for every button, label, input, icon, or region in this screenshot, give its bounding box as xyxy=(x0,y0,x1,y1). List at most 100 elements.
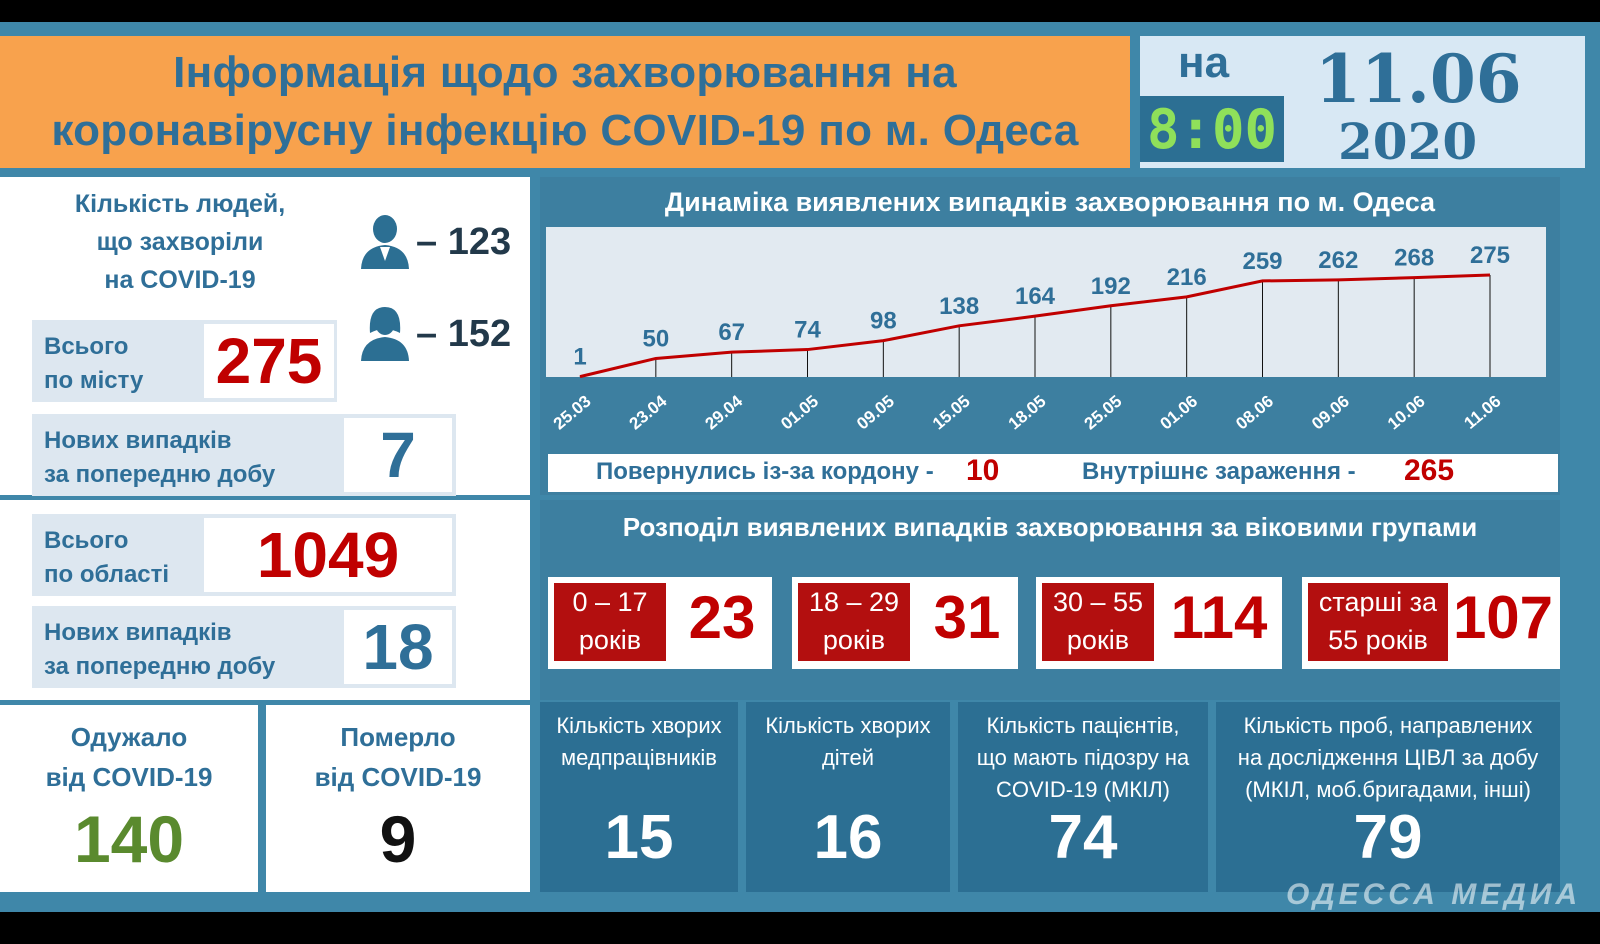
age-group-label-line: 30 – 55 xyxy=(1052,587,1144,617)
stat-label-line: COVID-19 (МКІЛ) xyxy=(996,777,1170,802)
returned-label: Повернулись із-за кордону - xyxy=(596,458,934,485)
age-group-label-line: 18 – 29 xyxy=(808,587,900,617)
internal-label: Внутрішнє зараження - xyxy=(1082,458,1356,485)
stat-label-line: Кількість проб, направлених xyxy=(1243,713,1533,738)
age-group-label: 30 – 55 років xyxy=(1042,583,1154,661)
data-label: 50 xyxy=(642,325,669,352)
age-group-label: 18 – 29 років xyxy=(798,583,910,661)
age-group-label-line: років xyxy=(1066,625,1130,655)
city-new-label-line: Нових випадків xyxy=(44,427,232,454)
men-count: – 123 xyxy=(416,221,512,263)
infection-source-bar: Повернулись із-за кордону - 10 Внутрішнє… xyxy=(548,454,1558,492)
data-label: 275 xyxy=(1470,242,1510,269)
region-panel: Всього по області 1049 Нових випадків за… xyxy=(0,500,530,700)
age-group-label-line: років xyxy=(578,625,642,655)
age-group-value: 31 xyxy=(933,584,1001,651)
data-label: 268 xyxy=(1394,245,1434,272)
city-new-box: Нових випадків за попередню добу 7 xyxy=(32,414,456,496)
header-title: Інформація щодо захворювання на коронаві… xyxy=(0,36,1130,168)
female-user-icon xyxy=(361,307,409,361)
age-group-label: старші за 55 років xyxy=(1308,583,1448,661)
region-new-value: 18 xyxy=(344,610,452,684)
watermark-logo: ОДЕССА МЕДИА xyxy=(1286,878,1582,911)
age-group-label-line: старші за xyxy=(1318,587,1438,617)
data-label: 262 xyxy=(1318,247,1358,274)
x-tick-label: 01.06 xyxy=(1156,392,1201,434)
data-label: 67 xyxy=(718,319,745,346)
region-total-box: Всього по області 1049 xyxy=(32,514,456,596)
died-value: 9 xyxy=(379,802,417,876)
x-tick-label: 15.05 xyxy=(929,392,974,434)
region-new-label: Нових випадків за попередню добу xyxy=(44,616,275,684)
stat-card-children: Кількість хворих дітей 16 xyxy=(746,702,950,892)
city-total-value: 275 xyxy=(204,324,334,398)
age-group-card: 18 – 29 років 31 xyxy=(792,577,1018,669)
stat-value: 15 xyxy=(604,803,674,872)
x-tick-label: 08.06 xyxy=(1232,392,1277,434)
age-group-value: 107 xyxy=(1452,584,1554,651)
series-line xyxy=(579,273,1491,379)
stat-label-line: дітей xyxy=(821,745,875,770)
time-display: 8:00 xyxy=(1140,96,1284,162)
stat-label-line: Кількість хворих xyxy=(765,713,931,738)
x-tick-label: 25.05 xyxy=(1081,392,1126,434)
x-tick-label: 09.06 xyxy=(1308,392,1353,434)
age-group-value: 114 xyxy=(1170,584,1268,651)
data-label: 1 xyxy=(573,344,586,371)
region-total-label-line: Всього xyxy=(44,527,129,554)
city-new-label-line: за попередню добу xyxy=(44,461,276,488)
age-title: Розподіл виявлених випадків захворювання… xyxy=(622,512,1478,542)
city-total-label: Всього по місту xyxy=(44,330,143,398)
chart-title: Динаміка виявлених випадків захворювання… xyxy=(664,187,1436,217)
died-label: Померло від COVID-19 xyxy=(266,717,530,797)
title-line-1: Інформація щодо захворювання на xyxy=(173,48,957,97)
region-new-label-line: Нових випадків xyxy=(44,619,232,646)
x-tick-label: 18.05 xyxy=(1005,392,1050,434)
recovered-value: 140 xyxy=(73,802,185,876)
died-label-line: від COVID-19 xyxy=(314,762,482,792)
region-total-label-line: по області xyxy=(44,561,170,588)
x-tick-label: 01.05 xyxy=(777,392,822,434)
stat-label: Кількість хворих дітей xyxy=(746,702,950,774)
recovered-label-line: від COVID-19 xyxy=(45,762,213,792)
data-label: 98 xyxy=(870,308,897,335)
stat-card-suspected: Кількість пацієнтів, що мають підозру на… xyxy=(958,702,1208,892)
stat-label: Кількість хворих медпрацівників xyxy=(540,702,738,774)
data-label: 138 xyxy=(939,293,979,320)
age-group-label-line: 55 років xyxy=(1328,625,1428,655)
x-tick-label: 09.05 xyxy=(853,392,898,434)
x-tick-label: 25.03 xyxy=(550,392,595,434)
data-label: 216 xyxy=(1167,264,1207,291)
city-new-value: 7 xyxy=(344,418,452,492)
data-label: 74 xyxy=(794,317,821,344)
recovered-label-line: Одужало xyxy=(70,722,188,752)
age-group-card: старші за 55 років 107 xyxy=(1302,577,1560,669)
na-label: на xyxy=(1178,38,1230,87)
sick-label: Кількість людей, що захворіли на COVID-1… xyxy=(0,185,360,299)
stat-card-medics: Кількість хворих медпрацівників 15 xyxy=(540,702,738,892)
plot-area xyxy=(546,227,1546,377)
died-panel: Померло від COVID-19 9 xyxy=(266,705,530,892)
city-total-box: Всього по місту 275 xyxy=(32,320,337,402)
stat-label-line: що мають підозру на xyxy=(976,745,1190,770)
city-total-label-line: Всього xyxy=(44,333,129,360)
died-label-line: Померло xyxy=(340,722,456,752)
age-group-card: 30 – 55 років 114 xyxy=(1036,577,1282,669)
recovered-label: Одужало від COVID-19 xyxy=(0,717,258,797)
region-new-label-line: за попередню добу xyxy=(44,653,276,680)
date-box: на 8:00 11.06 2020 xyxy=(1140,36,1585,171)
region-new-box: Нових випадків за попередню добу 18 xyxy=(32,606,456,688)
city-new-label: Нових випадків за попередню добу xyxy=(44,424,275,492)
date-day: 11.06 xyxy=(1315,40,1522,118)
data-label: 259 xyxy=(1242,248,1282,275)
infographic-slide: Інформація щодо захворювання на коронаві… xyxy=(0,22,1600,912)
data-label: 164 xyxy=(1015,283,1056,310)
sick-label-line: на COVID-19 xyxy=(104,266,256,294)
stat-label: Кількість пацієнтів, що мають підозру на… xyxy=(958,702,1208,806)
age-group-label-line: років xyxy=(822,625,886,655)
returned-value: 10 xyxy=(966,454,1000,487)
male-user-icon xyxy=(361,215,409,269)
region-total-value: 1049 xyxy=(204,518,452,592)
stat-value: 79 xyxy=(1353,803,1423,872)
internal-value: 265 xyxy=(1404,454,1455,487)
